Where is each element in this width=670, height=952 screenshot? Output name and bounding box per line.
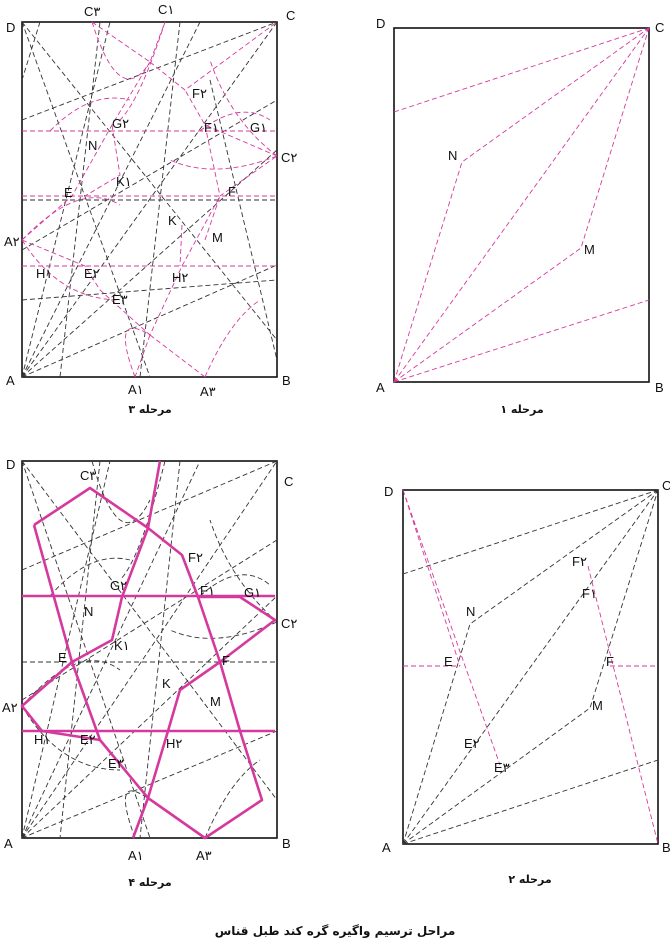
label-C3: C۳ [84,4,100,19]
label-C: C [284,474,293,489]
panel-2-labels: D C A B N M E F E۲ E۳ F۱ F۲ [382,478,670,855]
label-E2: E۲ [84,266,100,281]
label-E3: E۳ [494,760,510,775]
label-G1: G۱ [250,120,267,135]
label-A: A [382,840,391,855]
label-C: C [662,478,670,493]
label-A: A [4,836,13,851]
label-K1: K۱ [116,174,132,189]
label-A: A [376,380,385,395]
label-G2: G۲ [110,578,127,593]
label-H1: H۱ [36,266,52,281]
panel-3-caption: مرحله ۳ [128,403,171,416]
panel-1-labels: D C A B N M [376,16,664,395]
label-A2: A۲ [4,234,20,249]
label-G2: G۲ [112,116,129,131]
label-C: C [655,20,664,35]
label-F1: F۱ [200,583,215,598]
label-E3: E۳ [108,756,124,771]
label-N: N [88,138,97,153]
panel-step-3: D C A B C۳ C۱ C۲ A۲ A۱ A۳ G۲ G۱ F۲ F۱ F … [4,2,297,416]
label-A3: A۳ [196,848,212,863]
label-N: N [84,604,93,619]
label-F2: F۲ [192,86,207,101]
label-C1: C۱ [158,2,174,17]
label-B: B [282,836,291,851]
label-E: E [64,185,73,200]
panel-1-pink-construction [393,27,650,383]
label-K: K [168,213,177,228]
label-F: F [606,654,614,669]
label-F: F [228,184,236,199]
label-H2: H۲ [172,270,188,285]
label-F2: F۲ [188,550,203,565]
panel-4-caption: مرحله ۴ [128,876,171,889]
figure-caption: مراحل ترسیم واگیره گره کند طبل قناس [215,924,456,939]
label-E: E [58,650,67,665]
label-C3: C۳ [80,468,96,483]
panel-step-4: D C A B C۳ C۲ A۲ A۱ A۳ G۲ G۱ F۲ F۱ F N K… [2,457,297,889]
label-F: F [222,653,230,668]
panel-1-frame [393,27,650,383]
panel-4-labels: D C A B C۳ C۲ A۲ A۱ A۳ G۲ G۱ F۲ F۱ F N K… [2,457,297,863]
label-H1: H۱ [34,732,50,747]
label-M: M [210,694,221,709]
label-F1: F۱ [204,120,219,135]
label-K1: K۱ [114,638,130,653]
label-A2: A۲ [2,700,18,715]
panel-3-pink-construction [21,21,278,378]
panel-step-2: D C A B N M E F E۲ E۳ F۱ F۲ مرحله ۲ [382,478,670,886]
label-C2: C۲ [281,616,297,631]
label-F1: F۱ [582,586,597,601]
panel-step-1: D C A B N M مرحله ۱ [376,16,664,416]
label-E2: E۲ [80,732,96,747]
label-B: B [282,373,291,388]
label-D: D [376,16,385,31]
panel-2-pink-construction [402,489,659,845]
panel-4-solid-pattern [20,460,277,840]
label-A: A [6,373,15,388]
panel-2-black-construction [402,489,659,845]
panel-3-labels: D C A B C۳ C۱ C۲ A۲ A۱ A۳ G۲ G۱ F۲ F۱ F … [4,2,297,399]
label-F2: F۲ [572,554,587,569]
label-B: B [655,380,664,395]
label-E3: E۳ [112,292,128,307]
label-D: D [384,484,393,499]
label-E2: E۲ [464,736,480,751]
panel-3-frame [21,21,278,378]
label-C: C [286,8,295,23]
label-A1: A۱ [128,382,144,397]
label-A1: A۱ [128,848,144,863]
panel-1-caption: مرحله ۱ [500,403,543,416]
panel-4-frame [21,460,278,839]
label-N: N [448,148,457,163]
label-C2: C۲ [281,150,297,165]
label-H2: H۲ [166,736,182,751]
panel-2-caption: مرحله ۲ [508,873,551,886]
label-M: M [592,698,603,713]
label-M: M [584,242,595,257]
label-M: M [212,230,223,245]
panel-3-black-construction [21,21,278,378]
label-D: D [6,457,15,472]
label-A3: A۳ [200,384,216,399]
panel-2-frame [402,489,659,845]
label-N: N [466,604,475,619]
label-K: K [162,676,171,691]
label-B: B [662,840,670,855]
label-G1: G۱ [244,585,261,600]
label-D: D [6,20,15,35]
label-E: E [444,654,453,669]
